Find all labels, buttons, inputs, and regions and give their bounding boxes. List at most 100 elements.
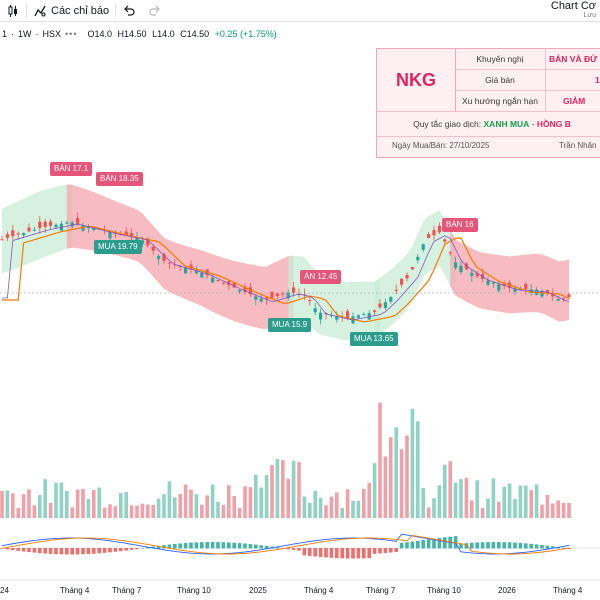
band-segment xyxy=(450,230,569,322)
price-row: Giá bán 1 xyxy=(455,70,600,91)
macd-bar xyxy=(102,548,107,553)
volume-bar xyxy=(534,484,539,518)
macd-bar xyxy=(259,545,263,549)
candle-body xyxy=(140,240,144,244)
macd-bar xyxy=(243,543,247,549)
volume-bar xyxy=(518,485,523,518)
macd-bar xyxy=(399,542,404,549)
macd-bar xyxy=(210,542,215,549)
volume-bar xyxy=(43,479,47,518)
candle-body xyxy=(421,244,425,250)
ticker-label: NKG xyxy=(377,49,456,111)
volume-bar xyxy=(108,504,112,518)
volume-bar xyxy=(286,478,290,518)
volume-bar xyxy=(351,500,355,518)
candle-body xyxy=(86,226,90,229)
more-icon[interactable]: ••• xyxy=(65,29,78,39)
trend-label: Xu hướng ngắn hạn xyxy=(455,91,546,111)
volume-bar xyxy=(389,437,393,518)
trend-row: Xu hướng ngắn hạn GIẢM xyxy=(455,91,600,111)
macd-bar xyxy=(286,548,290,550)
candle-body xyxy=(275,293,279,297)
volume-bar xyxy=(140,503,145,518)
macd-bar xyxy=(81,548,85,555)
macd-bar xyxy=(178,543,182,549)
volume-bar xyxy=(340,507,344,518)
volume-bar xyxy=(102,507,107,518)
bar-style-button[interactable] xyxy=(0,0,26,22)
macd-bar xyxy=(421,540,425,549)
candle-body xyxy=(373,310,377,313)
macd-bar xyxy=(335,548,339,559)
macd-bar xyxy=(70,548,74,555)
signal-tag: ÁN 12.45 xyxy=(300,270,342,284)
indicators-button[interactable]: Các chỉ báo xyxy=(27,0,115,22)
x-tick-label: Tháng 7 xyxy=(112,586,142,595)
author-name: Trần Nhân xyxy=(559,141,597,150)
change-value: +0.25 (+1.75%) xyxy=(214,29,277,39)
macd-bar xyxy=(0,548,4,549)
volume-bar xyxy=(464,477,469,518)
signal-tag: MUA 15.9 xyxy=(268,318,312,332)
candle-body xyxy=(383,302,387,309)
candle-body xyxy=(491,282,495,284)
candle-body xyxy=(146,238,150,246)
volume-bar xyxy=(480,507,485,518)
x-tick-label: Tháng 10 xyxy=(177,586,211,595)
volume-bar xyxy=(27,489,31,518)
volume-bar xyxy=(399,449,404,518)
x-tick-label: Tháng 4 xyxy=(553,586,583,595)
close-value: C14.50 xyxy=(180,29,210,39)
macd-bar xyxy=(108,548,112,553)
macd-bar xyxy=(183,543,188,549)
volume-bar xyxy=(275,459,280,518)
signal-tag: MUA 19.79 xyxy=(94,240,142,254)
volume-bar xyxy=(32,505,37,518)
macd-bar xyxy=(561,547,566,549)
volume-bar xyxy=(318,497,323,518)
volume-bar xyxy=(383,456,388,518)
candle-body xyxy=(540,291,544,297)
volume-bar xyxy=(475,480,479,518)
macd-bar xyxy=(551,546,555,549)
save-label[interactable]: Lưu xyxy=(583,12,596,19)
candle-body xyxy=(502,283,506,287)
macd-bar xyxy=(119,548,123,552)
volume-bar xyxy=(167,481,172,518)
chart-title-area[interactable]: Chart Cơ Lưu xyxy=(551,1,596,21)
volume-bar xyxy=(248,487,253,518)
x-tick-label: 24 xyxy=(0,586,9,595)
macd-bar xyxy=(324,548,328,558)
volume-bar xyxy=(329,496,334,518)
macd-bar xyxy=(502,542,506,549)
macd-bar xyxy=(227,542,231,549)
time-axis[interactable]: 24 Tháng 4 Tháng 7 Tháng 10 2025 Tháng 4… xyxy=(0,582,600,600)
volume-bar xyxy=(38,495,42,518)
redo-button[interactable] xyxy=(142,0,168,22)
macd-bar xyxy=(11,548,15,551)
candle-body xyxy=(157,255,161,260)
undo-button[interactable] xyxy=(116,0,142,22)
recommend-label: Khuyến nghị xyxy=(455,49,546,69)
volume-bar xyxy=(200,504,204,518)
macd-bar xyxy=(232,542,236,549)
candle-body xyxy=(551,294,555,297)
indicators-icon xyxy=(34,5,46,16)
macd-bar xyxy=(264,545,269,549)
price-chart[interactable] xyxy=(0,0,600,582)
macd-bar xyxy=(65,548,69,555)
candle-body xyxy=(76,218,80,224)
volume-bar xyxy=(232,496,236,518)
symbol-interval[interactable]: 1W xyxy=(18,29,32,39)
volume-bar xyxy=(524,485,528,518)
macd-bar xyxy=(518,542,523,549)
macd-bar xyxy=(291,548,296,550)
macd-bar xyxy=(302,548,307,556)
volume-bar xyxy=(432,498,436,518)
macd-bar xyxy=(507,542,512,549)
x-tick-label: Tháng 10 xyxy=(427,586,461,595)
symbol-legend: 1 · 1W · HSX ••• O14.0 H14.50 L14.0 C14.… xyxy=(0,26,280,42)
macd-bar xyxy=(75,548,80,555)
volume-bar xyxy=(443,464,447,518)
signal-tag: BÁN 17.1 xyxy=(50,162,93,176)
